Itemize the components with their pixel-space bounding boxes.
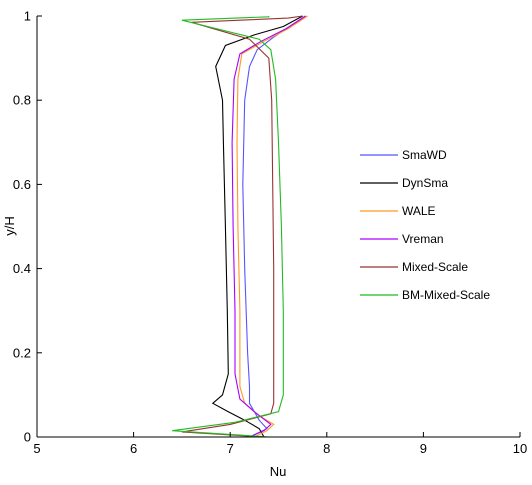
y-axis-label: y/H [2, 216, 17, 236]
series-line-3 [231, 15, 306, 438]
legend-label: DynSma [402, 176, 448, 190]
x-tick-label: 8 [323, 441, 330, 456]
series-line-4 [181, 15, 303, 438]
series-line-1 [211, 15, 303, 438]
axes-layer: 5 6 7 8 9 10 0 0.2 0.4 0.6 0.8 1 [13, 9, 527, 457]
x-tick-label: 6 [130, 441, 137, 456]
x-tick-label: 10 [513, 441, 527, 456]
y-tick-label: 0.4 [13, 261, 31, 276]
y-tick-label: 0.6 [13, 177, 31, 192]
legend-label: SmaWD [402, 148, 447, 162]
series-layer [172, 15, 308, 438]
plot-area [37, 16, 520, 437]
series-line-2 [236, 15, 308, 438]
legend: SmaWD DynSma WALE Vreman Mixed-Scale BM-Mixed… [360, 148, 490, 302]
y-tick-label: 0 [24, 430, 31, 445]
legend-label: Vreman [402, 232, 444, 246]
y-tick-label: 0.8 [13, 93, 31, 108]
x-tick-label: 7 [227, 441, 234, 456]
legend-label: BM-Mixed-Scale [402, 288, 490, 302]
legend-label: WALE [402, 204, 436, 218]
y-tick-label: 1 [24, 9, 31, 24]
x-axis-label: Nu [270, 464, 287, 479]
plot-frame [37, 16, 520, 437]
x-tick-label: 9 [420, 441, 427, 456]
x-tick-label: 5 [33, 441, 40, 456]
series-line-5 [172, 16, 284, 438]
legend-label: Mixed-Scale [402, 260, 468, 274]
y-tick-label: 0.2 [13, 345, 31, 360]
